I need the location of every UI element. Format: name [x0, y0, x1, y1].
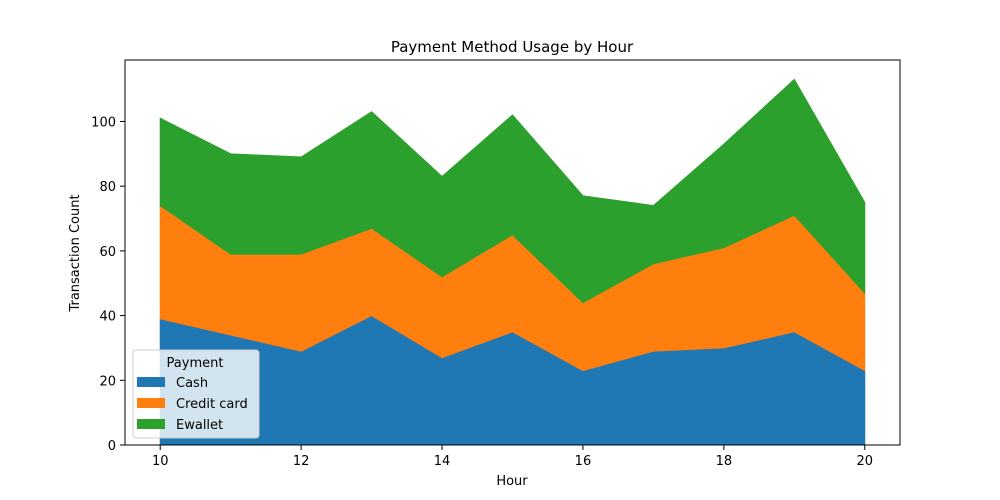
- legend-label-cash: Cash: [176, 376, 208, 391]
- series-area-ewallet: [159, 78, 866, 304]
- x-tick-label: 16: [575, 454, 592, 469]
- x-tick-label: 14: [434, 454, 451, 469]
- y-tick-label: 40: [99, 310, 116, 325]
- y-tick-label: 80: [99, 180, 116, 195]
- y-tick-label: 20: [99, 374, 116, 389]
- legend-swatch-ewallet: [137, 419, 165, 429]
- y-tick-label: 60: [99, 245, 116, 260]
- legend-box: [132, 349, 260, 439]
- y-tick-label: 100: [91, 115, 116, 130]
- x-axis-label: Hour: [496, 474, 528, 489]
- chart-title: Payment Method Usage by Hour: [391, 38, 634, 56]
- x-tick-label: 10: [152, 454, 169, 469]
- y-axis-label: Transaction Count: [68, 194, 83, 312]
- plot-frame: [124, 59, 901, 446]
- y-tick-label: 0: [108, 439, 116, 454]
- legend-label-credit-card: Credit card: [176, 397, 248, 412]
- x-tick-label: 12: [293, 454, 310, 469]
- legend-label-ewallet: Ewallet: [176, 418, 223, 433]
- y-axis: 0 20 40 60 80 100: [91, 115, 125, 454]
- legend-swatch-cash: [137, 377, 165, 387]
- legend-title: Payment: [167, 356, 224, 371]
- legend: Payment Cash Credit card Ewallet: [132, 349, 260, 439]
- plot-area: [159, 78, 866, 446]
- legend-items: Cash Credit card Ewallet: [137, 376, 248, 433]
- x-tick-label: 20: [856, 454, 873, 469]
- legend-swatch-credit-card: [137, 398, 165, 408]
- x-axis: 10 12 14 16 18 20: [152, 445, 873, 469]
- x-tick-label: 18: [716, 454, 733, 469]
